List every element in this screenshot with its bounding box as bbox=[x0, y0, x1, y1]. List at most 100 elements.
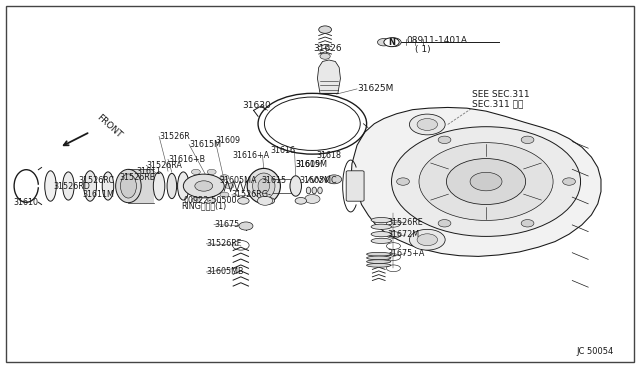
Text: 31630: 31630 bbox=[242, 101, 271, 110]
Ellipse shape bbox=[367, 252, 391, 256]
Text: 31675+A: 31675+A bbox=[388, 249, 425, 258]
Ellipse shape bbox=[290, 176, 301, 196]
Text: 31526RD: 31526RD bbox=[53, 182, 90, 191]
Text: 31526RC: 31526RC bbox=[79, 176, 115, 185]
Ellipse shape bbox=[253, 173, 275, 199]
Circle shape bbox=[263, 198, 275, 204]
Ellipse shape bbox=[102, 172, 114, 200]
Ellipse shape bbox=[167, 173, 177, 199]
Circle shape bbox=[220, 192, 229, 197]
Text: N: N bbox=[390, 39, 396, 45]
Ellipse shape bbox=[307, 187, 311, 194]
Circle shape bbox=[392, 127, 580, 236]
Circle shape bbox=[521, 136, 534, 144]
Ellipse shape bbox=[371, 232, 392, 237]
Ellipse shape bbox=[367, 263, 391, 267]
Circle shape bbox=[417, 234, 438, 246]
Text: 31626: 31626 bbox=[314, 44, 342, 53]
Text: 31526RE: 31526RE bbox=[388, 218, 424, 227]
Circle shape bbox=[397, 178, 410, 185]
Text: 31526R: 31526R bbox=[159, 132, 190, 141]
Text: 31526RA: 31526RA bbox=[147, 161, 182, 170]
Text: 31605MB: 31605MB bbox=[206, 267, 244, 276]
Text: 31616+B: 31616+B bbox=[168, 155, 205, 164]
Circle shape bbox=[419, 142, 553, 221]
Text: SEC.311 参照: SEC.311 参照 bbox=[472, 99, 524, 108]
Circle shape bbox=[295, 198, 307, 204]
Text: 31672M: 31672M bbox=[388, 230, 420, 240]
Text: 31619: 31619 bbox=[296, 160, 321, 169]
Ellipse shape bbox=[367, 256, 391, 260]
Text: 31605MC: 31605MC bbox=[300, 176, 337, 185]
Ellipse shape bbox=[84, 171, 97, 201]
Ellipse shape bbox=[371, 238, 392, 243]
Text: 31675: 31675 bbox=[214, 220, 239, 229]
Circle shape bbox=[179, 192, 188, 197]
Circle shape bbox=[410, 114, 445, 135]
FancyBboxPatch shape bbox=[346, 171, 364, 201]
Circle shape bbox=[239, 222, 253, 230]
Ellipse shape bbox=[371, 224, 392, 230]
Text: 31616+A: 31616+A bbox=[232, 151, 269, 160]
Text: 31611M: 31611M bbox=[83, 190, 115, 199]
Ellipse shape bbox=[154, 172, 165, 200]
Text: 31618: 31618 bbox=[316, 151, 341, 160]
Text: ( 1): ( 1) bbox=[415, 45, 430, 54]
Circle shape bbox=[417, 119, 438, 131]
Text: SEE SEC.311: SEE SEC.311 bbox=[472, 90, 530, 99]
Text: N: N bbox=[388, 38, 395, 47]
Circle shape bbox=[386, 38, 401, 46]
Circle shape bbox=[447, 158, 525, 205]
Circle shape bbox=[183, 174, 224, 198]
Circle shape bbox=[319, 26, 332, 33]
Text: 08911-1401A: 08911-1401A bbox=[406, 36, 467, 45]
Text: FRONT: FRONT bbox=[95, 113, 124, 140]
Text: 31605MA: 31605MA bbox=[219, 176, 257, 185]
Text: 31625M: 31625M bbox=[357, 84, 394, 93]
Text: 31526RG-: 31526RG- bbox=[232, 190, 272, 199]
Circle shape bbox=[173, 183, 182, 189]
Circle shape bbox=[470, 172, 502, 191]
Circle shape bbox=[257, 196, 273, 205]
Circle shape bbox=[207, 169, 216, 174]
Circle shape bbox=[563, 178, 575, 185]
Bar bbox=[129, 169, 154, 203]
Text: 31609: 31609 bbox=[215, 136, 241, 145]
Circle shape bbox=[220, 175, 229, 180]
Ellipse shape bbox=[63, 172, 74, 200]
Circle shape bbox=[320, 53, 330, 59]
Circle shape bbox=[384, 38, 399, 46]
Ellipse shape bbox=[258, 179, 269, 193]
Text: 31611: 31611 bbox=[136, 167, 161, 176]
Circle shape bbox=[521, 219, 534, 227]
Circle shape bbox=[305, 195, 320, 203]
Text: 31605M: 31605M bbox=[296, 160, 328, 169]
Text: 31526RB: 31526RB bbox=[120, 173, 156, 182]
Ellipse shape bbox=[120, 174, 136, 198]
Ellipse shape bbox=[371, 218, 392, 223]
Circle shape bbox=[237, 198, 249, 204]
Text: 31610: 31610 bbox=[13, 198, 38, 207]
Circle shape bbox=[378, 38, 390, 46]
Text: JC 50054: JC 50054 bbox=[577, 347, 614, 356]
Circle shape bbox=[191, 198, 200, 203]
Ellipse shape bbox=[177, 172, 189, 200]
Text: 31615M: 31615M bbox=[189, 140, 221, 149]
Ellipse shape bbox=[116, 169, 141, 203]
Polygon shape bbox=[317, 60, 340, 93]
Circle shape bbox=[438, 219, 451, 227]
Polygon shape bbox=[351, 108, 601, 256]
Ellipse shape bbox=[312, 187, 317, 194]
Circle shape bbox=[225, 183, 234, 189]
Text: 31615: 31615 bbox=[261, 176, 286, 185]
Circle shape bbox=[410, 230, 445, 250]
Circle shape bbox=[191, 169, 200, 174]
Circle shape bbox=[438, 136, 451, 144]
Text: RINGリング(1): RINGリング(1) bbox=[180, 202, 226, 211]
Circle shape bbox=[207, 198, 216, 203]
Text: 31526RF: 31526RF bbox=[206, 239, 241, 248]
Ellipse shape bbox=[45, 171, 56, 201]
Text: 31616: 31616 bbox=[270, 146, 295, 155]
Text: 00922-50500: 00922-50500 bbox=[183, 196, 237, 205]
Circle shape bbox=[195, 181, 212, 191]
